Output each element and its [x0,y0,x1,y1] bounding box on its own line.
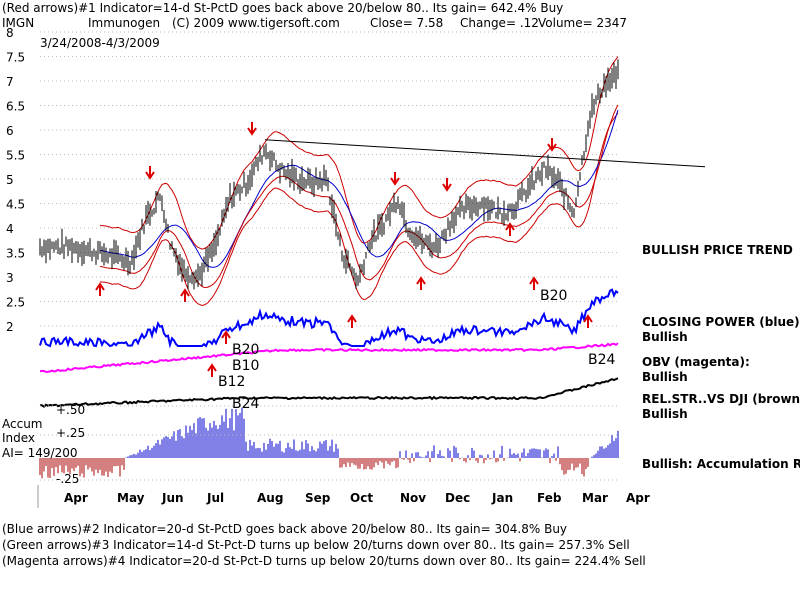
y-tick-label: 6 [6,124,14,138]
buy-arrow [180,288,190,302]
buy-arrow [95,282,105,296]
x-tick-label: Mar [582,491,608,505]
buy-arrow [529,276,539,290]
accum-title2: Index [2,431,35,445]
gridlines [40,31,620,327]
sell-arrow [145,166,155,180]
y-tick-label: 7 [6,75,14,89]
signal-arrows [95,122,593,377]
closing-power-line [39,288,619,349]
upper-band [99,56,619,250]
sell-arrow [442,178,452,192]
y-tick-label: 4 [6,222,14,236]
resistance-line [264,139,706,168]
buy-arrow [583,314,593,328]
label-rs-title: REL.STR..VS DJI (brown): [642,392,800,406]
sell-arrow [390,172,400,186]
closing-power-series [39,288,619,349]
y-axis-ticks: 2 2.5 3 3.5 4 4.5 5 5.5 6 6.5 7 7.5 8 [6,26,25,334]
x-tick-label: Nov [400,491,426,505]
y-tick-label: 8 [6,26,14,40]
obv-series [39,342,619,374]
footer-line3: (Magenta arrows)#4 Indicator=20-d St-Pct… [2,554,646,568]
accum-tick-neg25: -.25 [56,472,79,486]
y-tick-label: 2.5 [6,296,25,310]
accum-tick-50: +.50 [56,403,85,417]
y-tick-label: 5 [6,173,14,187]
y-tick-label: 3.5 [6,247,25,261]
annotation-b24a: B24 [232,396,260,412]
y-tick-label: 5.5 [6,149,25,163]
y-tick-label: 7.5 [6,51,25,65]
buy-arrow [221,330,231,344]
accum-tick-25: +.25 [56,426,85,440]
annotation-b20a: B20 [232,342,259,358]
sell-arrow [247,122,257,136]
label-accum-status: Bullish: Accumulation Rising [642,457,800,471]
price-bars [39,59,619,290]
header-line1: (Red arrows)#1 Indicator=14-d St-PctD go… [2,1,563,15]
label-cp-title: CLOSING POWER (blue): [642,315,800,329]
label-obv-value: Bullish [642,370,688,384]
x-tick-label: Jun [161,491,184,505]
date-range: 3/24/2008-4/3/2009 [40,36,160,50]
label-cp-value: Bullish [642,330,688,344]
y-tick-label: 3 [6,271,14,285]
buy-arrow [416,276,426,290]
x-tick-label: Sep [305,491,331,505]
x-tick-label: Jan [491,491,513,505]
change-value: Change= .12 [460,16,539,30]
resistance-trendline [264,139,706,168]
moving-average [99,109,619,268]
y-tick-label: 6.5 [6,100,25,114]
y-tick-label: 2 [6,320,14,334]
accumulation-histogram [39,405,620,481]
volume-value: Volume= 2347 [538,16,627,30]
x-tick-label: Aug [257,491,283,505]
rel-strength-line [39,377,619,408]
annotation-b12: B12 [218,374,245,390]
footer-line1: (Blue arrows)#2 Indicator=20-d St-PctD g… [2,522,567,536]
x-tick-label: Feb [537,491,562,505]
x-tick-label: Jul [206,491,224,505]
accum-ai: AI= 149/200 [2,446,77,460]
x-tick-label: Oct [350,491,373,505]
x-tick-label: May [117,491,145,505]
company-name: Immunogen [88,16,160,30]
footer-line2: (Green arrows)#3 Indicator=14-d St-Pct-D… [2,538,630,552]
rel-strength-series [39,377,619,408]
label-rs-value: Bullish [642,407,688,421]
ticker: IMGN [2,16,34,30]
annotation-b24b: B24 [588,352,616,368]
x-tick-label: Dec [445,491,470,505]
x-tick-label: Apr [626,491,650,505]
buy-arrow [347,314,357,328]
accum-title1: Accum [2,417,43,431]
label-obv-title: OBV (magenta): [642,355,750,369]
lower-band [99,112,619,307]
sell-arrow [547,138,557,152]
label-price-trend: BULLISH PRICE TREND [642,243,793,257]
y-tick-label: 4.5 [6,198,25,212]
x-axis-ticks: Apr May Jun Jul Aug Sep Oct Nov Dec Jan Feb Mar Apr [37,485,650,508]
buy-arrow [505,222,515,236]
x-tick-label: Apr [64,491,88,505]
obv-line [39,342,619,374]
annotation-b20b: B20 [540,288,567,304]
annotation-b10: B10 [232,358,259,374]
buy-arrow [207,363,217,377]
close-value: Close= 7.58 [370,16,443,30]
inner-band [99,104,619,289]
copyright: (C) 2009 www.tigersoft.com [172,16,340,30]
